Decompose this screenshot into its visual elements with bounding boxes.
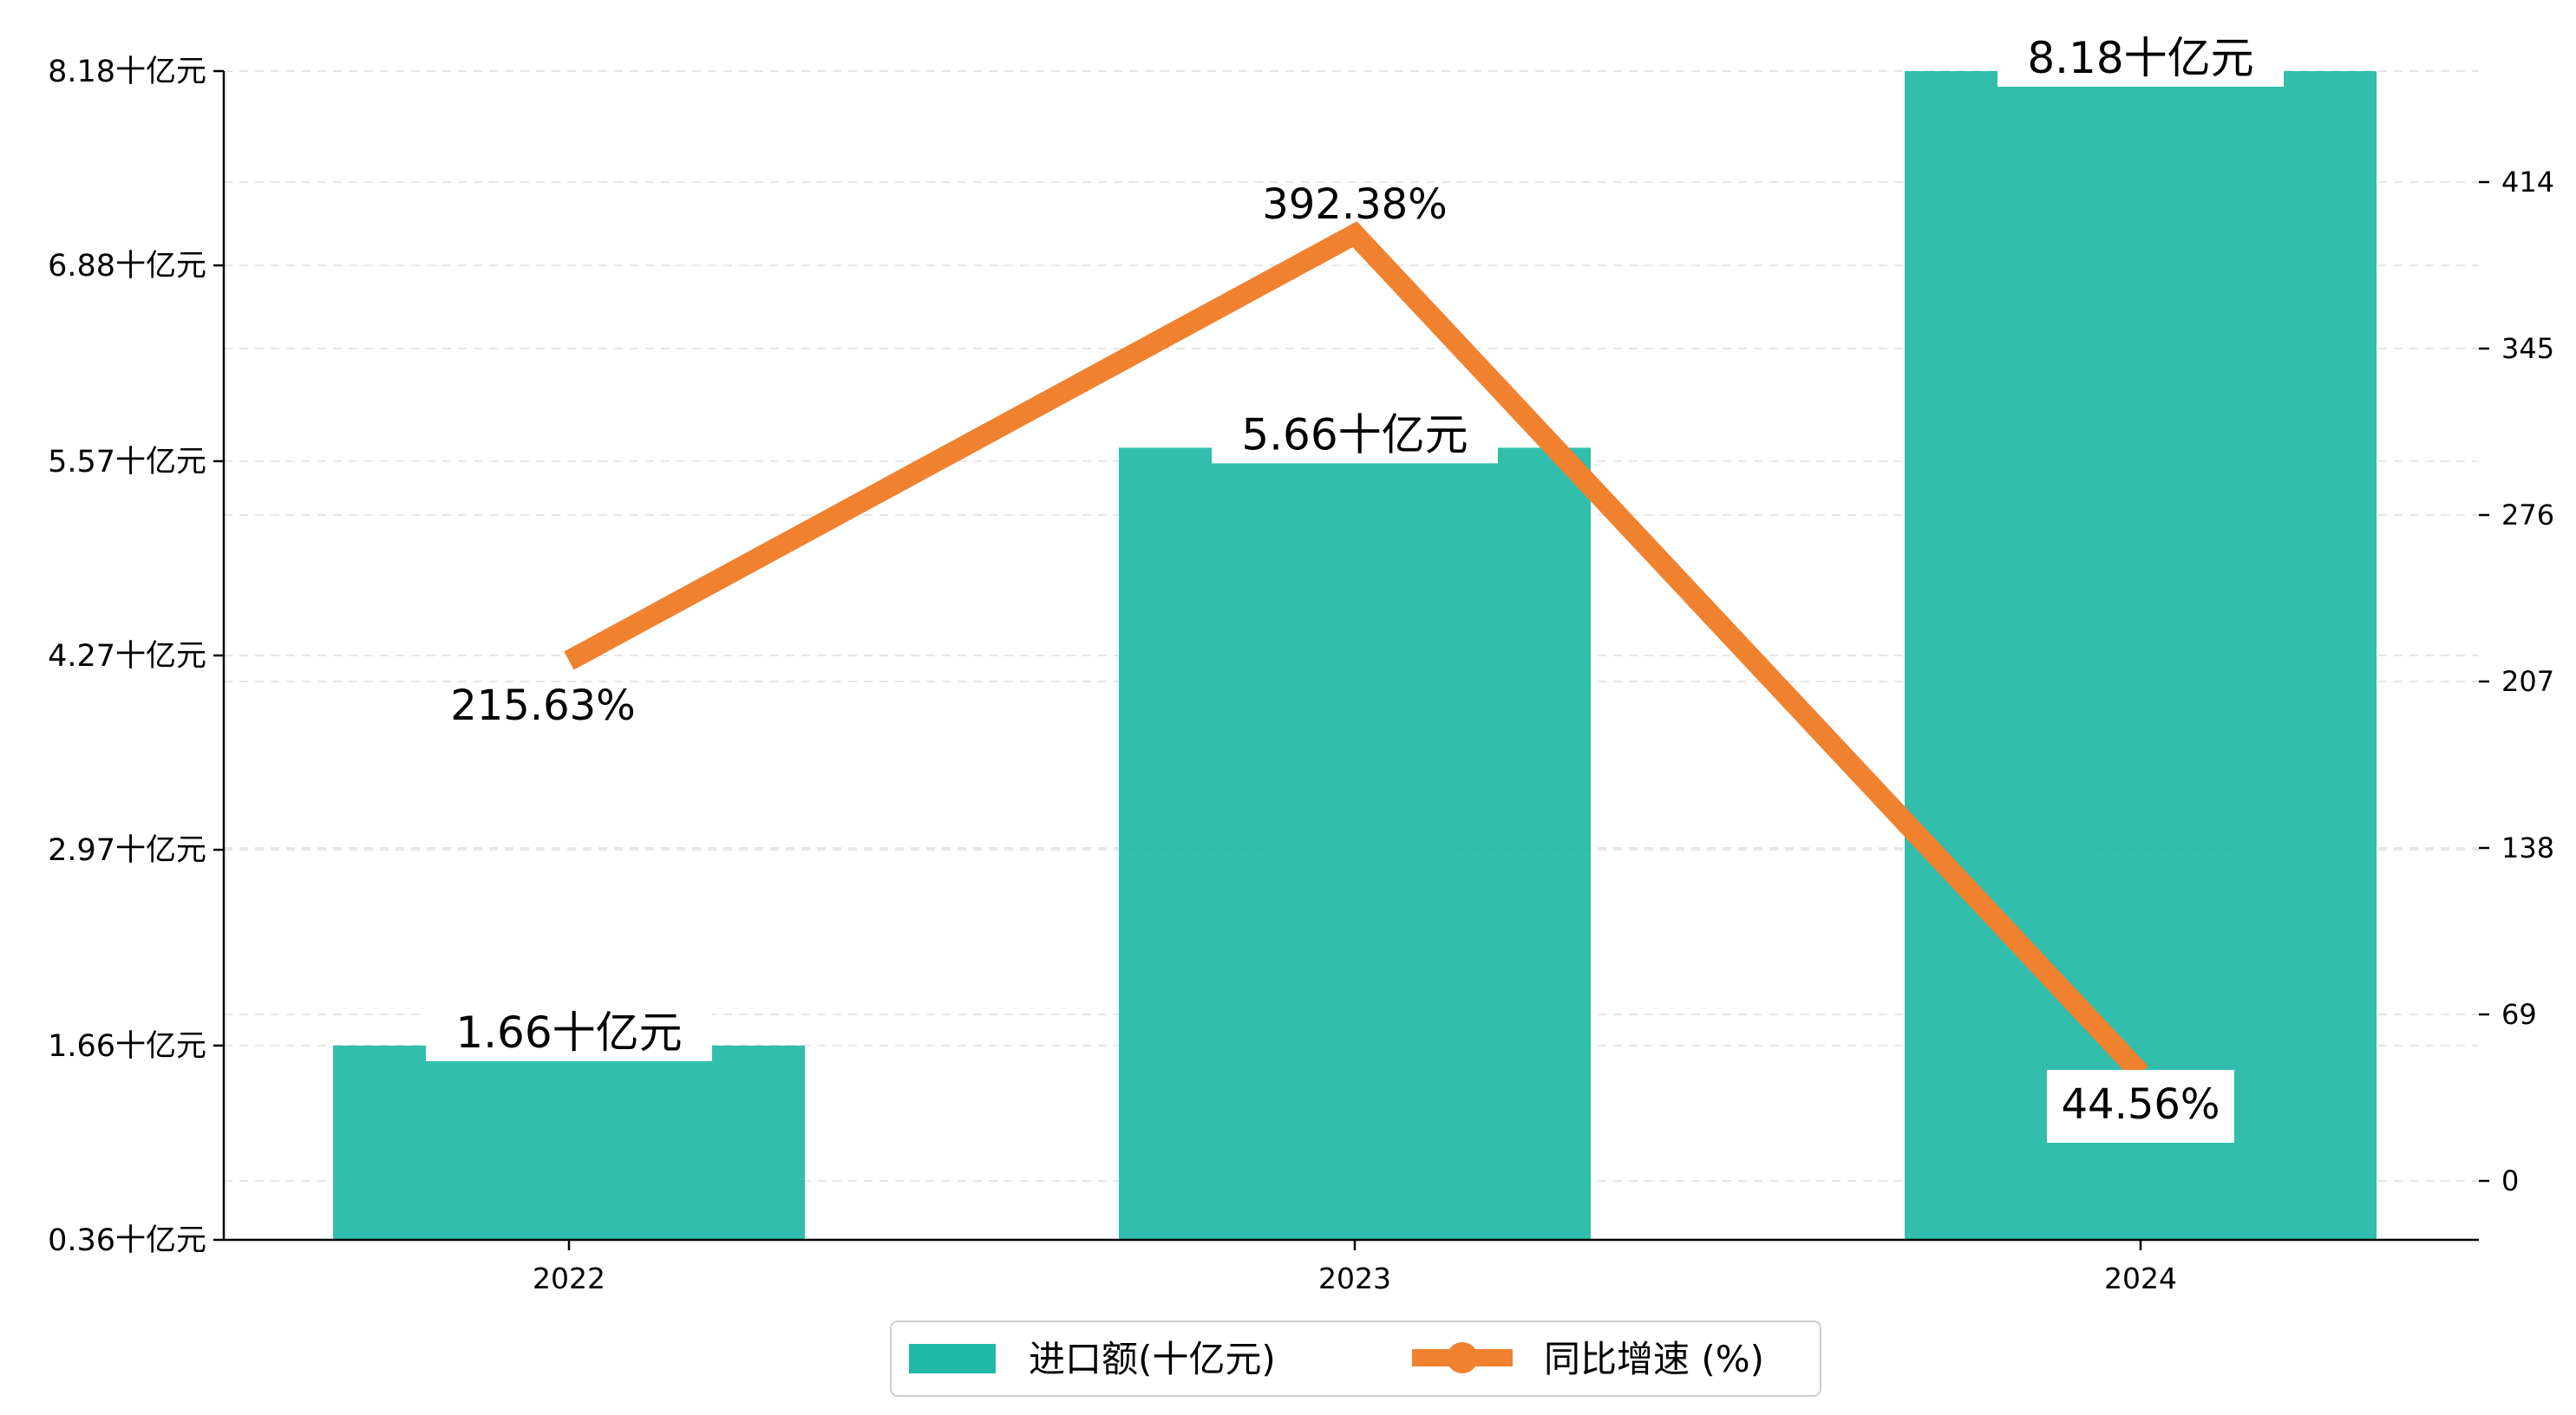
y-left-tick-label: 1.66十亿元 (48, 1029, 206, 1064)
bar-label-bg (1997, 33, 2284, 87)
line-series (564, 221, 2148, 1081)
legend-line-marker (1447, 1342, 1478, 1373)
line-value-label: 44.56% (2061, 1080, 2220, 1129)
x-tick-label: 2024 (2104, 1262, 2177, 1295)
y-right-tick-label: 345 (2501, 332, 2554, 365)
bar-value-label: 8.18十亿元 (2027, 33, 2253, 83)
legend-bar-label: 进口额(十亿元) (1029, 1338, 1276, 1380)
legend-box (890, 1320, 1821, 1397)
y-right-tick-label: 138 (2501, 831, 2554, 864)
legend-line-label: 同比增速 (%) (1544, 1338, 1764, 1380)
y-left-tick-label: 6.88十亿元 (48, 249, 206, 284)
growth-line (564, 221, 2148, 1081)
line-value-label: 392.38% (1262, 180, 1448, 229)
axes: 0.36十亿元 1.66十亿元 2.97十亿元 4.27十亿元 5.57十亿元 6.88十… (48, 55, 2554, 1295)
y-left-tick-label: 4.27十亿元 (48, 639, 206, 674)
data-labels: 1.66十亿元 5.66十亿元 8.18十亿元 215.63% 392.38% 44.56… (426, 33, 2284, 1144)
bar-2022 (333, 1045, 805, 1240)
legend-bar-swatch (909, 1344, 996, 1373)
y-right-tick-label: 69 (2501, 998, 2537, 1031)
y-right-tick-label: 0 (2501, 1164, 2519, 1197)
line-value-label: 215.63% (450, 681, 636, 730)
y-left-tick-label: 8.18十亿元 (48, 55, 206, 89)
bar-value-label: 1.66十亿元 (455, 1007, 682, 1058)
y-right-tick-label: 207 (2501, 665, 2554, 698)
bar-2024 (1905, 71, 2377, 1240)
x-tick-label: 2022 (533, 1262, 605, 1295)
x-tick-label: 2023 (1318, 1262, 1391, 1295)
y-left-tick-label: 5.57十亿元 (48, 445, 206, 479)
bar-value-label: 5.66十亿元 (1241, 409, 1468, 460)
bar-label-bg (1212, 409, 1498, 464)
bar-label-bg (426, 1007, 712, 1061)
y-left-tick-label: 0.36十亿元 (48, 1223, 206, 1258)
bar-2023 (1119, 447, 1591, 1240)
y-right-tick-label: 414 (2501, 166, 2554, 199)
line-label-bg (2047, 1070, 2234, 1144)
bar-series (333, 71, 2377, 1240)
legend: 进口额(十亿元) 同比增速 (%) (890, 1320, 1821, 1397)
y-right-tick-label: 276 (2501, 499, 2554, 531)
y-left-tick-label: 2.97十亿元 (48, 833, 206, 868)
